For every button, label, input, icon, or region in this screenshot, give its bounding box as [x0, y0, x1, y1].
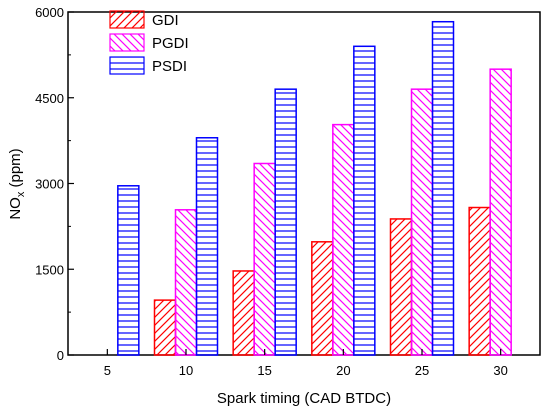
- bar-gdi-15: [232, 270, 255, 356]
- legend-label-psdi: PSDI: [152, 58, 187, 75]
- x-tick-label: 5: [104, 363, 111, 378]
- bar-psdi-10: [195, 137, 219, 356]
- bar-pgdi-15: [253, 162, 276, 356]
- y-tick-label: 0: [57, 348, 64, 363]
- y-tick-label: 4500: [35, 91, 64, 106]
- legend-swatch-psdi: [109, 56, 145, 75]
- y-axis-title-unit: (ppm): [7, 148, 24, 191]
- x-tick-label: 25: [415, 363, 429, 378]
- bar-gdi-10: [153, 299, 177, 356]
- x-tick-label: 30: [493, 363, 507, 378]
- svg-text:NOx (ppm): NOx (ppm): [7, 148, 27, 219]
- bar-psdi-20: [353, 45, 376, 356]
- legend-item-pgdi: PGDI: [109, 33, 189, 52]
- y-axis-title-subscript: x: [15, 191, 27, 197]
- x-axis-title: Spark timing (CAD BTDC): [217, 390, 391, 407]
- y-axis-title-main: NO: [7, 197, 24, 220]
- legend-label-gdi: GDI: [152, 12, 179, 29]
- bar-gdi-20: [311, 241, 334, 356]
- x-tick-label: 15: [257, 363, 271, 378]
- bar-gdi-25: [389, 218, 413, 356]
- legend-label-pgdi: PGDI: [152, 35, 189, 52]
- bar-psdi-25: [431, 20, 455, 356]
- legend-item-psdi: PSDI: [109, 56, 187, 75]
- legend-swatch-pgdi: [109, 33, 145, 52]
- x-tick-label: 20: [336, 363, 350, 378]
- x-axis: 5 10 15 20 25 30: [104, 349, 508, 378]
- bars-layer: [117, 20, 512, 356]
- y-axis-title: NOx (ppm): [7, 148, 27, 219]
- y-tick-label: 1500: [35, 262, 64, 277]
- bar-gdi-30: [468, 206, 491, 356]
- x-tick-label: 10: [179, 363, 193, 378]
- bar-pgdi-10: [174, 209, 198, 356]
- legend-swatch-gdi: [109, 10, 145, 29]
- bar-psdi-5: [117, 185, 140, 356]
- y-tick-label: 6000: [35, 5, 64, 20]
- bar-pgdi-30: [489, 68, 512, 356]
- bar-psdi-15: [274, 88, 297, 356]
- legend: GDI PGDI PSDI: [109, 10, 189, 75]
- bar-pgdi-20: [332, 123, 355, 356]
- y-tick-label: 3000: [35, 177, 64, 192]
- legend-item-gdi: GDI: [109, 10, 179, 29]
- bar-pgdi-25: [410, 88, 434, 356]
- y-axis: 0 1500 3000 4500 6000: [35, 5, 74, 363]
